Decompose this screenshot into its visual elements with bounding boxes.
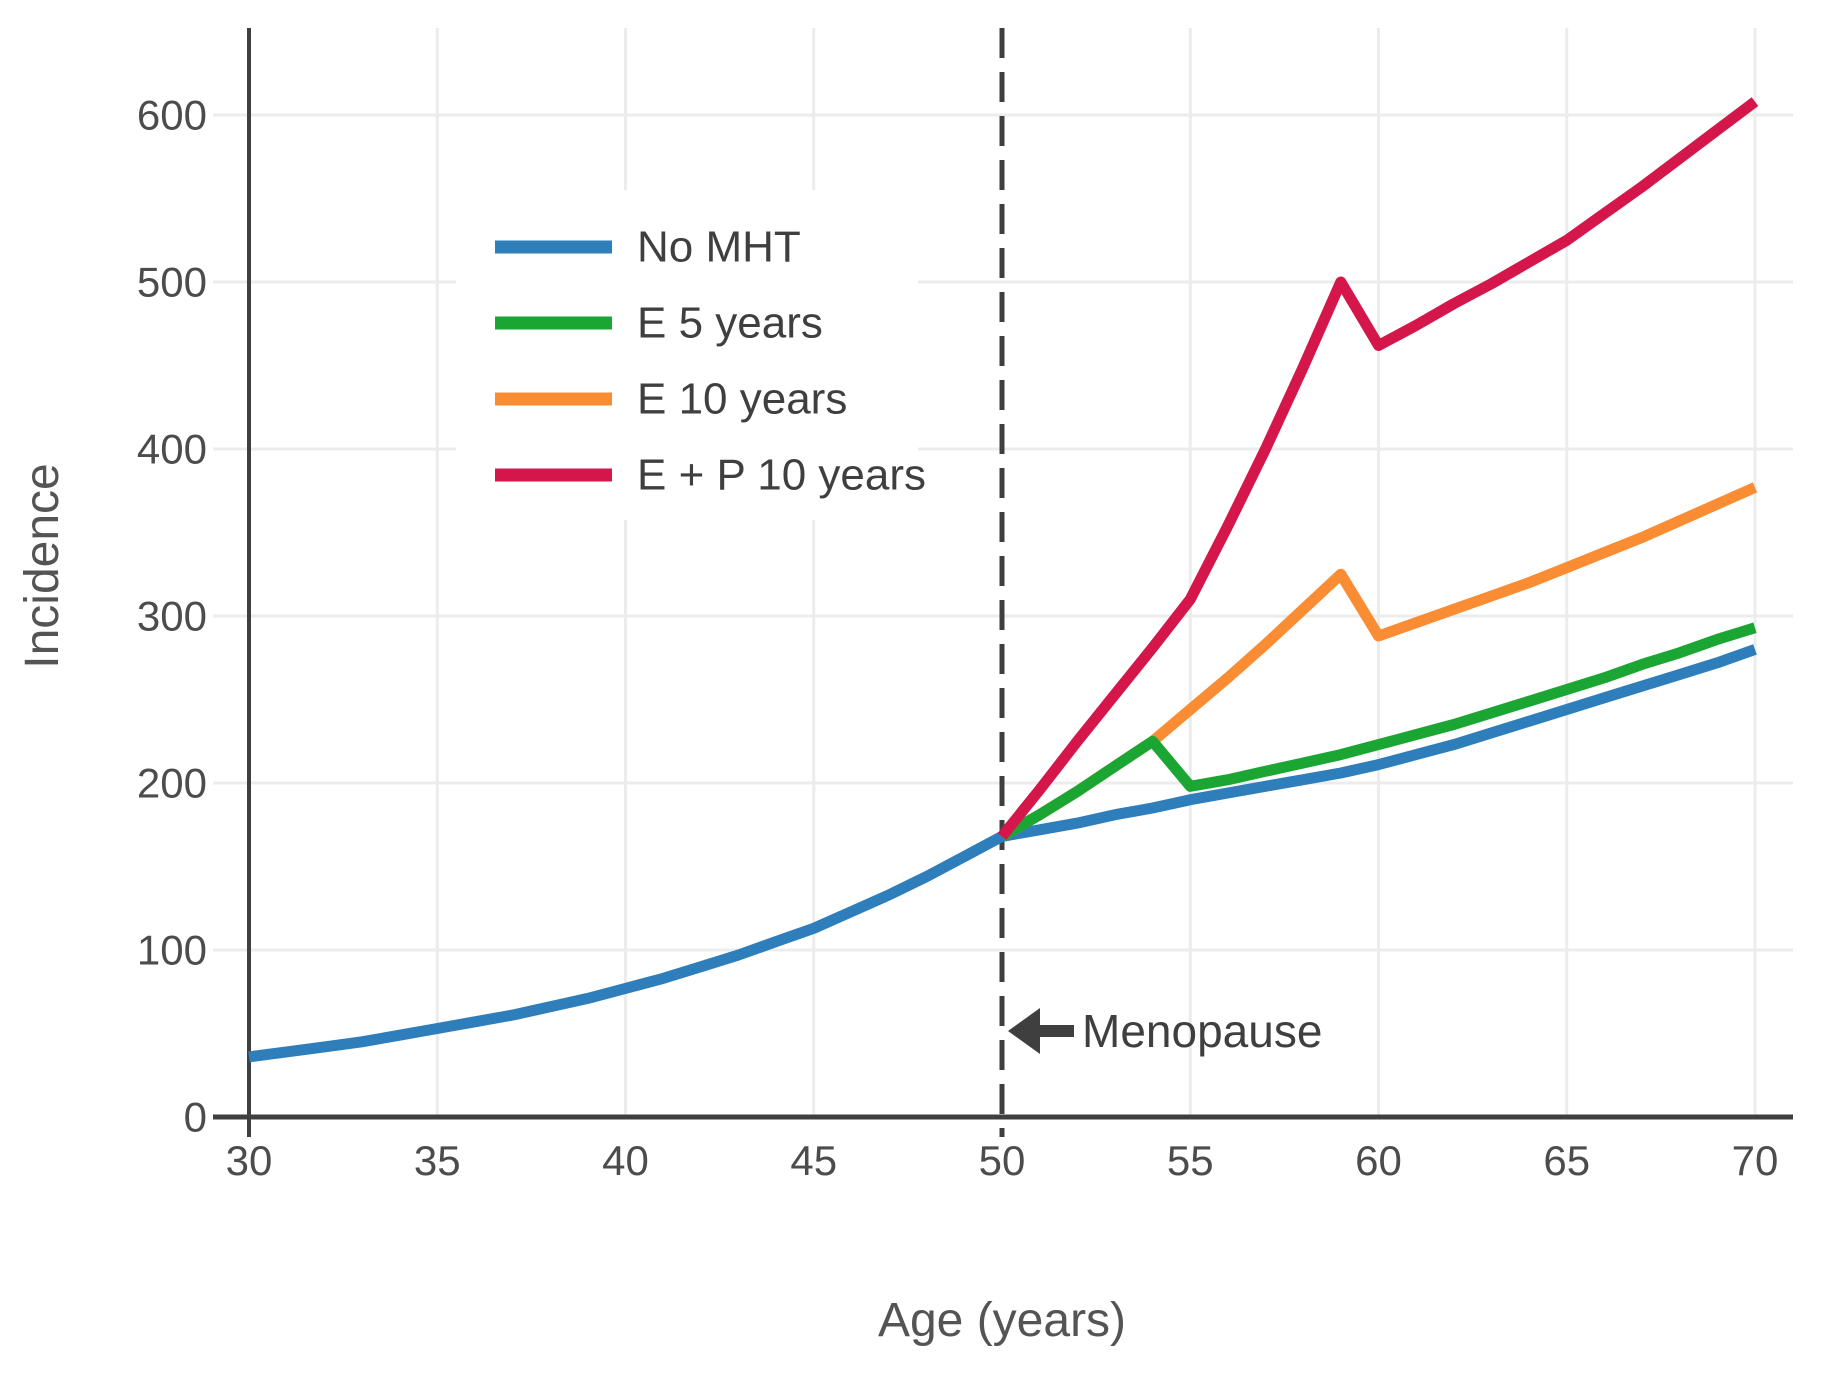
tick-labels: 30 35 40 45 50 55 60 65 70 0 100 200 300 400 500 600 bbox=[137, 92, 1778, 1185]
x-tick-label-30: 30 bbox=[226, 1137, 273, 1184]
menopause-label: Menopause bbox=[1082, 1005, 1322, 1057]
x-tick-label-65: 65 bbox=[1543, 1137, 1590, 1184]
legend: No MHT E 5 years E 10 years E + P 10 years bbox=[456, 190, 926, 520]
series-lines bbox=[248, 97, 1759, 1063]
menopause-annotation: Menopause bbox=[1008, 1005, 1322, 1057]
y-tick-label-100: 100 bbox=[137, 927, 207, 974]
y-tick-label-300: 300 bbox=[137, 593, 207, 640]
y-tick-label-400: 400 bbox=[137, 426, 207, 473]
legend-label-e-10-years: E 10 years bbox=[637, 375, 847, 424]
y-tick-label-200: 200 bbox=[137, 760, 207, 807]
x-tick-label-70: 70 bbox=[1732, 1137, 1779, 1184]
arrow-shaft bbox=[1036, 1025, 1074, 1037]
y-tick-label-600: 600 bbox=[137, 92, 207, 139]
y-tick-label-500: 500 bbox=[137, 259, 207, 306]
x-tick-label-40: 40 bbox=[602, 1137, 649, 1184]
x-axis-title: Age (years) bbox=[878, 1294, 1126, 1347]
x-tick-label-45: 45 bbox=[790, 1137, 837, 1184]
y-axis-title: Incidence bbox=[16, 463, 69, 668]
series-line-e-p-10-years bbox=[997, 97, 1759, 840]
x-tick-label-60: 60 bbox=[1355, 1137, 1402, 1184]
gridlines bbox=[213, 28, 1793, 1117]
series-line-e-5-years bbox=[999, 622, 1757, 842]
y-tick-label-0: 0 bbox=[184, 1094, 207, 1141]
legend-label-e-5-years: E 5 years bbox=[637, 299, 823, 348]
x-tick-label-55: 55 bbox=[1167, 1137, 1214, 1184]
axes bbox=[213, 28, 1793, 1137]
legend-label-e-p-10-years: E + P 10 years bbox=[637, 451, 926, 500]
x-tick-label-35: 35 bbox=[414, 1137, 461, 1184]
x-tick-label-50: 50 bbox=[979, 1137, 1026, 1184]
legend-label-no-mht: No MHT bbox=[637, 223, 801, 272]
arrow-head-icon bbox=[1008, 1008, 1040, 1054]
